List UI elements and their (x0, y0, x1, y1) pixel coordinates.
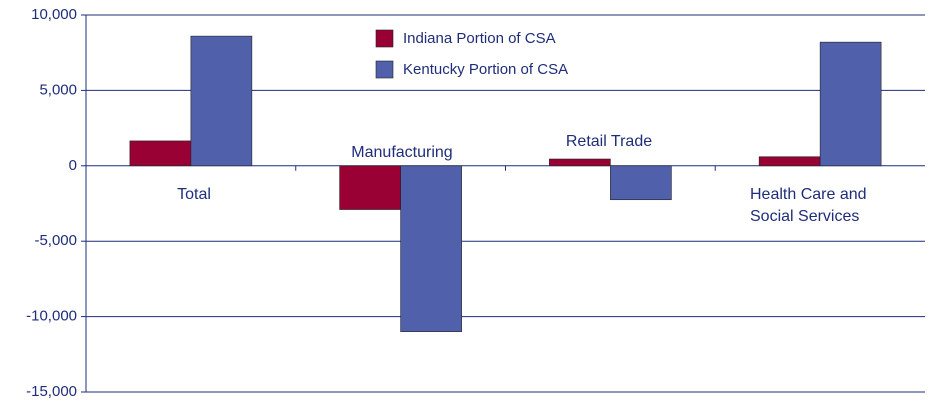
y-tick-label: 5,000 (39, 81, 77, 98)
bar (190, 35, 253, 167)
bar (339, 165, 401, 210)
y-tick-label: 10,000 (31, 6, 77, 23)
x-tick-label: Retail Trade (565, 133, 653, 150)
y-tick-label: -15,000 (26, 383, 77, 400)
y-tick-label: 0 (69, 157, 77, 174)
y-tick-label: -10,000 (26, 308, 77, 325)
bar (129, 140, 192, 167)
legend-label: Kentucky Portion of CSA (403, 61, 568, 78)
bar (758, 156, 821, 167)
y-tick-label: -5,000 (34, 232, 77, 249)
x-tick-label: Manufacturing (351, 144, 453, 161)
legend-swatch (375, 60, 394, 79)
bar (549, 158, 611, 167)
x-tick-label: Health Care and Social Services (750, 186, 867, 225)
bar (400, 165, 462, 332)
legend-swatch (375, 29, 394, 48)
bar (610, 165, 672, 201)
x-tick-label: Total (177, 186, 211, 203)
bar (819, 41, 882, 167)
legend-label: Indiana Portion of CSA (403, 30, 556, 47)
